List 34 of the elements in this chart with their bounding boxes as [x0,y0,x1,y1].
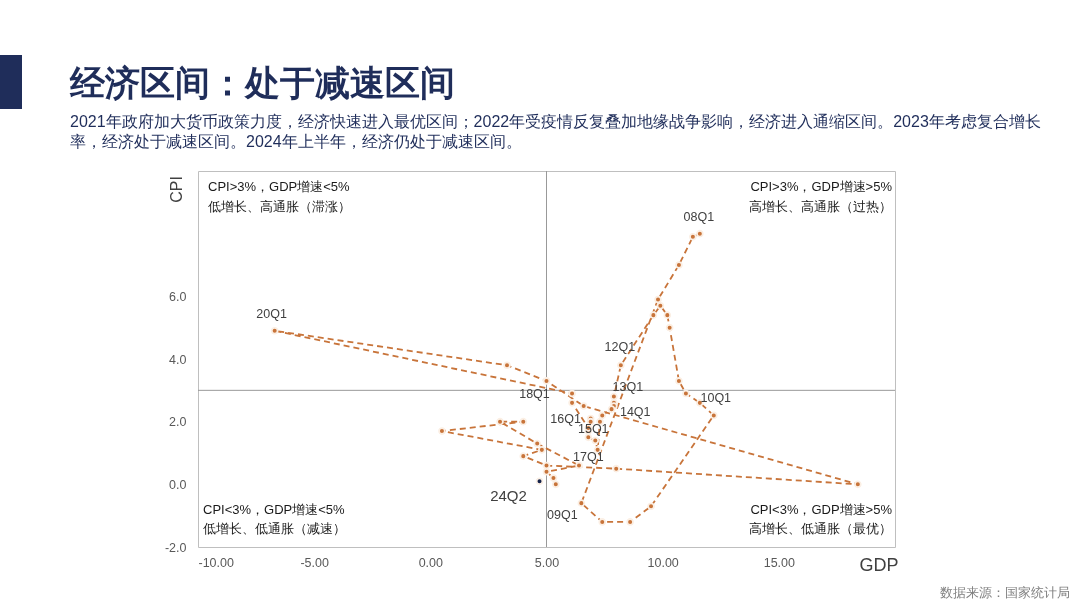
annotation: 低增长、高通胀（滞涨） [208,199,351,214]
annotation: 10Q1 [700,391,732,406]
y-tick-label: 6.0 [169,289,187,304]
annotation: 16Q1 [550,411,581,426]
x-tick-label: 15.00 [763,555,796,570]
y-tick-label: 4.0 [169,352,187,367]
x-tick-label: 5.00 [534,555,560,570]
annotation: 20Q1 [256,306,287,321]
y-tick-label: -2.0 [164,540,187,555]
x-tick-label: -10.00 [198,555,234,570]
annotation: 低增长、低通胀（减速） [203,521,346,536]
annotation: CPI<3%，GDP增速<5% [203,502,346,517]
y-tick-label: 2.0 [169,415,187,430]
x-axis-title: GDP [859,554,899,575]
x-tick-label: -5.00 [300,555,329,570]
annotation: CPI>3%，GDP增速<5% [208,178,351,194]
source-note: 数据来源：国家统计局 [940,585,1070,602]
annotation: CPI<3%，GDP增速>5% [750,502,893,517]
y-tick-label: 0.0 [169,477,187,492]
annotation: 高增长、高通胀（过热） [749,199,892,214]
y-axis-title: CPI [167,176,185,203]
annotation: 18Q1 [519,386,550,401]
chart-title: 经济区间：处于减速区间 [70,62,455,104]
annotation: 17Q1 [573,450,604,465]
annotation: 24Q2 [490,487,527,505]
annotation: 09Q1 [547,508,578,523]
annotation: CPI>3%，GDP增速>5% [750,178,893,194]
x-tick-label: 10.00 [647,555,679,570]
annotation: 高增长、低通胀（最优） [749,521,892,536]
annotation: 08Q1 [683,209,715,224]
annotation: 12Q1 [604,340,636,355]
chart-subtitle: 2021年政府加大货币政策力度，经济快速进入最优区间；2022年受疫情反复叠加地缘战争影响，经济进入通缩区间。2023年考虑复合增长率，经济处于减速区间。2024年上半年，经济仍处于减速区间。 [70,112,1042,152]
annotation: 14Q1 [619,405,651,420]
x-tick-label: 0.00 [418,555,444,570]
